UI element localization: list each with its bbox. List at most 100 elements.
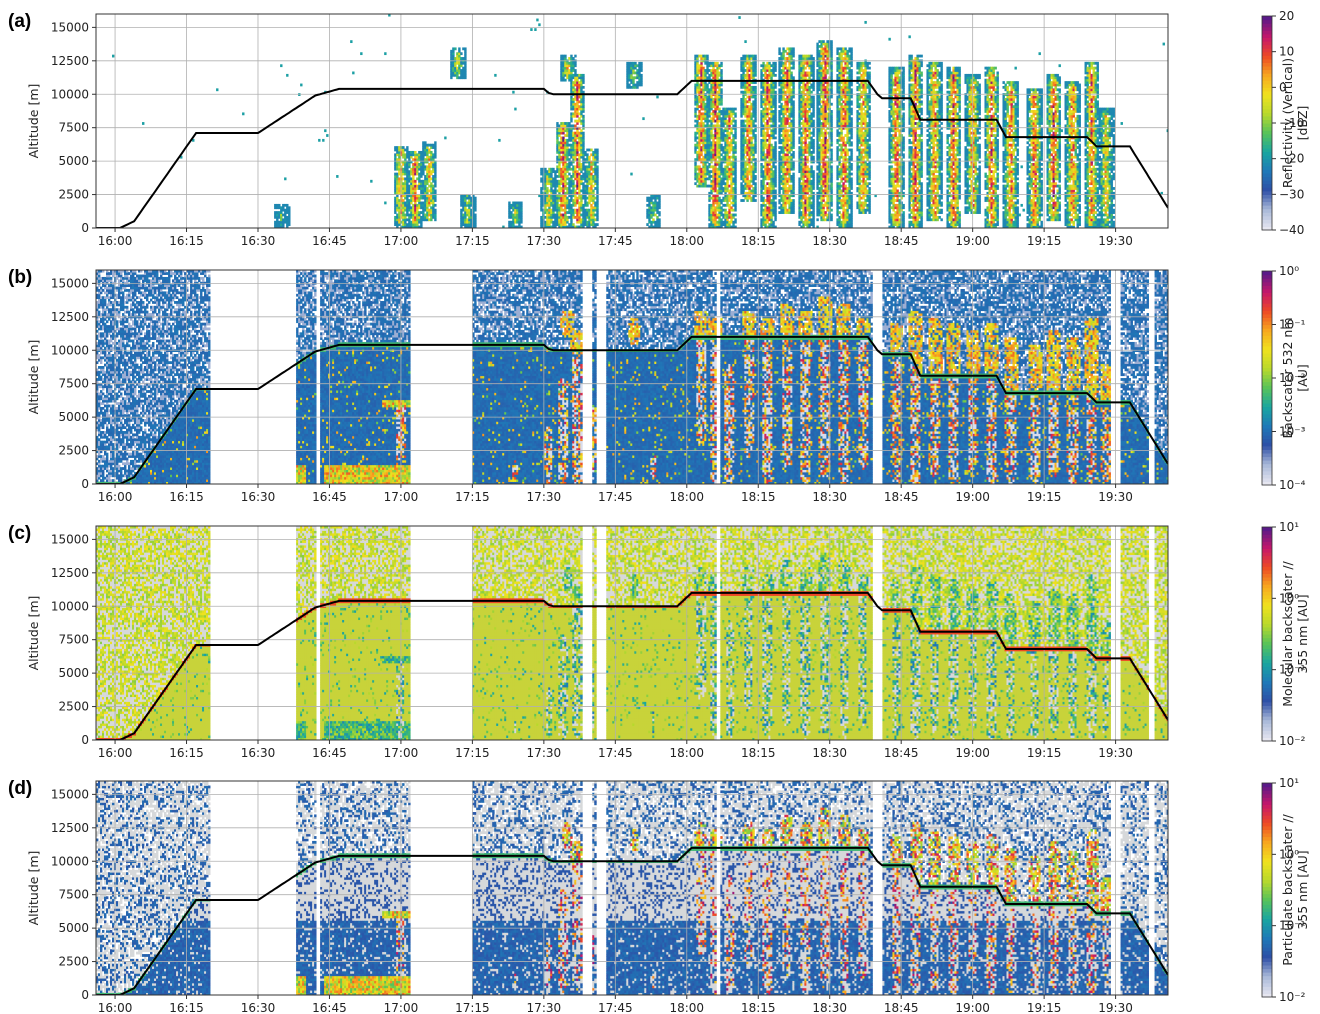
heatmap-cell	[754, 165, 756, 168]
heatmap-cell	[790, 74, 792, 77]
heatmap-cell	[360, 52, 362, 55]
heatmap-cell	[350, 40, 352, 43]
heatmap-cell	[408, 218, 410, 221]
heatmap-cell	[450, 76, 452, 79]
heatmap-cell	[400, 197, 402, 200]
heatmap-cell	[640, 69, 642, 72]
heatmap-cell	[576, 129, 578, 132]
heatmap-cell	[570, 96, 572, 99]
heatmap-cell	[704, 163, 706, 166]
heatmap-cell	[782, 47, 784, 50]
heatmap-cell	[810, 137, 812, 140]
heatmap-cell	[596, 199, 598, 202]
heatmap-cell	[656, 209, 658, 212]
heatmap-cell	[734, 144, 736, 147]
heatmap-cell	[712, 204, 714, 207]
heatmap-cell	[774, 204, 776, 207]
heatmap-cell	[744, 98, 746, 101]
heatmap-cell	[582, 134, 584, 137]
heatmap-cell	[720, 84, 722, 87]
heatmap-cell	[456, 74, 458, 77]
heatmap-cell	[792, 105, 794, 108]
heatmap-cell	[768, 139, 770, 142]
heatmap-cell	[720, 64, 722, 67]
heatmap-cell	[754, 139, 756, 142]
heatmap-cell	[762, 182, 764, 185]
heatmap-cell	[792, 163, 794, 166]
heatmap-cell	[564, 57, 566, 60]
heatmap-cell	[576, 122, 578, 125]
heatmap-cell	[792, 115, 794, 118]
heatmap-cell	[720, 76, 722, 79]
heatmap-cell	[582, 149, 584, 152]
heatmap-cell	[764, 204, 766, 207]
heatmap-cell	[562, 132, 564, 135]
heatmap-cell	[770, 216, 772, 219]
heatmap-cell	[434, 182, 436, 185]
heatmap-cell	[572, 57, 574, 60]
heatmap-cell	[696, 74, 698, 77]
heatmap-cell	[596, 182, 598, 185]
heatmap-cell	[596, 153, 598, 156]
heatmap-cell	[754, 69, 756, 72]
heatmap-cell	[784, 175, 786, 178]
heatmap-cell	[592, 189, 594, 192]
heatmap-cell	[752, 76, 754, 79]
heatmap-cell	[702, 67, 704, 70]
heatmap-cell	[590, 173, 592, 176]
heatmap-cell	[584, 199, 586, 202]
heatmap-cell	[774, 100, 776, 103]
heatmap-cell	[802, 153, 804, 156]
heatmap-cell	[802, 64, 804, 67]
heatmap-cell	[792, 67, 794, 70]
heatmap-cell	[432, 187, 434, 190]
heatmap-cell	[404, 158, 406, 161]
heatmap-cell	[774, 170, 776, 173]
heatmap-cell	[422, 156, 424, 159]
heatmap-cell	[808, 209, 810, 212]
heatmap-cell	[714, 88, 716, 91]
heatmap-cell	[720, 69, 722, 72]
heatmap-cell	[754, 137, 756, 140]
heatmap-cell	[508, 202, 510, 205]
heatmap-cell	[714, 211, 716, 214]
heatmap-cell	[458, 50, 460, 53]
heatmap-cell	[798, 129, 800, 132]
heatmap-cell	[520, 218, 522, 221]
heatmap-cell	[772, 88, 774, 91]
heatmap-cell	[398, 218, 400, 221]
heatmap-cell	[792, 134, 794, 137]
heatmap-cell	[810, 168, 812, 171]
heatmap-cell	[754, 158, 756, 161]
heatmap-cell	[802, 177, 804, 180]
heatmap-cell	[708, 139, 710, 142]
heatmap-cell	[760, 105, 762, 108]
heatmap-cell	[784, 206, 786, 209]
heatmap-cell	[520, 214, 522, 217]
heatmap-cell	[574, 62, 576, 65]
heatmap-cell	[778, 137, 780, 140]
heatmap-cell	[704, 175, 706, 178]
heatmap-cell	[596, 149, 598, 152]
heatmap-cell	[544, 185, 546, 188]
heatmap-cell	[766, 115, 768, 118]
heatmap-cell	[804, 67, 806, 70]
heatmap-cell	[774, 151, 776, 154]
heatmap-cell	[564, 55, 566, 58]
heatmap-cell	[596, 216, 598, 219]
heatmap-cell	[772, 72, 774, 75]
heatmap-cell	[744, 165, 746, 168]
heatmap-cell	[578, 211, 580, 214]
heatmap-cell	[728, 158, 730, 161]
heatmap-cell	[774, 146, 776, 149]
heatmap-cell	[588, 158, 590, 161]
heatmap-cell	[582, 74, 584, 77]
heatmap-cell	[720, 72, 722, 75]
heatmap-cell	[558, 165, 560, 168]
heatmap-cell	[734, 122, 736, 125]
heatmap-cell	[698, 156, 700, 159]
heatmap-cell	[406, 182, 408, 185]
heatmap-cell	[720, 185, 722, 188]
heatmap-cell	[734, 185, 736, 188]
heatmap-cell	[576, 151, 578, 154]
